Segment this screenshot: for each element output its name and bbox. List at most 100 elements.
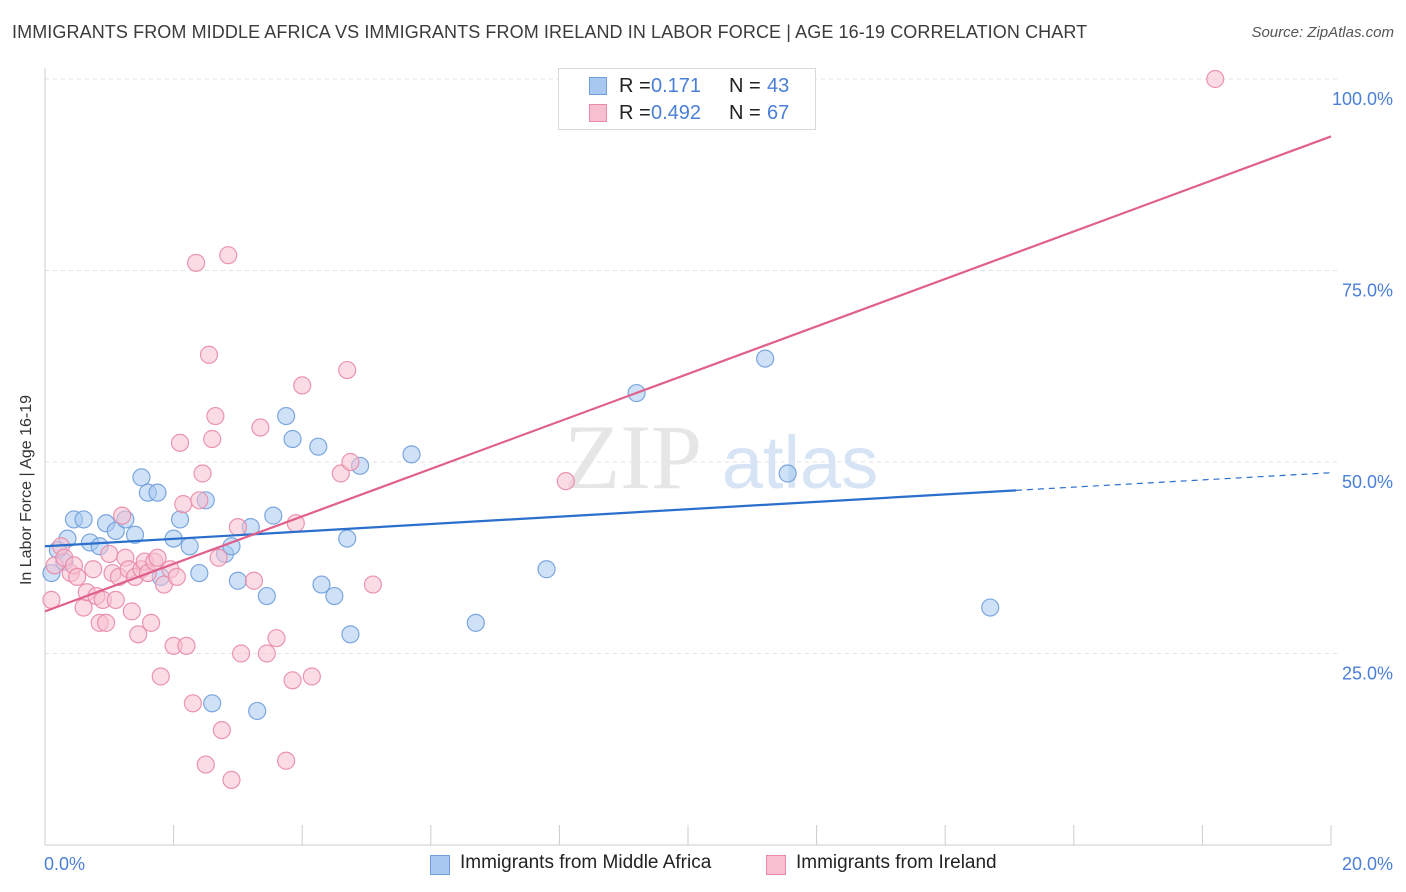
data-point [338,529,357,548]
data-point [122,602,141,621]
watermark-atlas: atlas [722,421,878,504]
data-point [309,437,328,456]
data-point [363,575,383,594]
legend-swatch-ireland [766,855,786,875]
grid-lines [45,78,1341,654]
data-point [129,625,148,644]
r-label: R = [619,102,651,124]
data-point [267,629,286,648]
data-point [141,613,161,632]
data-point [244,571,264,590]
data-point [106,590,125,609]
data-point [84,560,103,579]
data-point [125,525,145,544]
data-point [228,571,247,590]
data-point [756,349,775,368]
r-value: 0.171 [651,75,702,97]
data-point [537,560,556,579]
trend-line [44,489,1016,548]
r-value: 0.492 [651,102,702,124]
data-point [277,406,296,426]
chart-title: IMMIGRANTS FROM MIDDLE AFRICA VS IMMIGRA… [12,22,1088,42]
data-point [100,544,119,564]
trend-lines [44,135,1332,613]
series-middle-africa [42,349,1000,721]
n-value: 43 [767,75,790,97]
data-point [113,506,132,525]
data-point [74,510,93,529]
data-point [466,613,485,632]
y-tick-label: 75.0% [1342,281,1393,301]
tick-labels: 25.0% 50.0% 75.0% 100.0% 0.0% 20.0% [44,89,1393,874]
data-point [248,701,267,721]
data-point [402,445,421,464]
data-point [556,472,575,491]
data-point [190,563,209,583]
data-point [203,429,222,449]
data-point [196,755,215,774]
trend-line [44,135,1332,613]
data-point [177,636,196,655]
data-point [183,694,202,713]
data-point [338,360,357,380]
data-point [341,452,360,472]
data-point [174,495,193,514]
data-point [209,548,228,567]
data-point [778,464,797,483]
legend-swatch-ireland [589,104,607,122]
x-tick-label: 20.0% [1342,854,1393,874]
data-point [68,567,87,587]
series-legend: Immigrants from Middle Africa Immigrants… [0,851,1406,879]
data-point [312,575,331,594]
y-tick-label: 25.0% [1342,664,1393,684]
data-point [222,770,241,789]
data-point [264,506,283,525]
data-point [199,345,219,364]
data-point [187,253,206,272]
data-point [341,625,360,644]
watermark: ZIP atlas [564,406,878,508]
data-point [170,433,190,452]
data-point [203,694,222,713]
source-label: Source: ZipAtlas.com [1251,24,1394,41]
r-label: R = [619,75,651,97]
data-point [190,491,209,510]
correlation-legend: R = 0.171 N = 43 R = 0.492 N = 67 [558,68,816,130]
n-value: 67 [767,102,790,124]
x-tick-label: 0.0% [44,854,85,874]
axes [44,68,1332,846]
data-point [148,483,167,502]
data-point [257,586,276,606]
data-point [180,537,199,556]
y-tick-label: 100.0% [1332,89,1393,109]
data-point [219,246,238,265]
data-point [283,671,302,690]
series-points [42,69,1225,789]
data-point [167,567,186,587]
trend-line-extension [1015,472,1332,491]
watermark-zip: ZIP [564,406,702,508]
data-point [151,667,170,686]
data-point [232,644,251,663]
data-point [293,376,312,395]
data-point [251,418,270,437]
data-point [283,429,302,449]
data-point [212,720,231,740]
data-point [302,667,321,686]
data-point [981,598,1000,617]
y-tick-label: 50.0% [1342,472,1393,492]
data-point [277,751,296,770]
data-point [257,644,276,663]
series-ireland [42,69,1225,789]
data-point [170,510,190,529]
legend-label-middle-africa: Immigrants from Middle Africa [460,852,712,873]
y-axis-label: In Labor Force | Age 16-19 [18,394,35,586]
n-label: N = [729,102,761,124]
data-point [206,406,225,426]
data-point [132,468,151,487]
n-label: N = [729,75,761,97]
data-point [193,464,212,483]
data-point [325,586,344,606]
data-point [1206,69,1225,89]
